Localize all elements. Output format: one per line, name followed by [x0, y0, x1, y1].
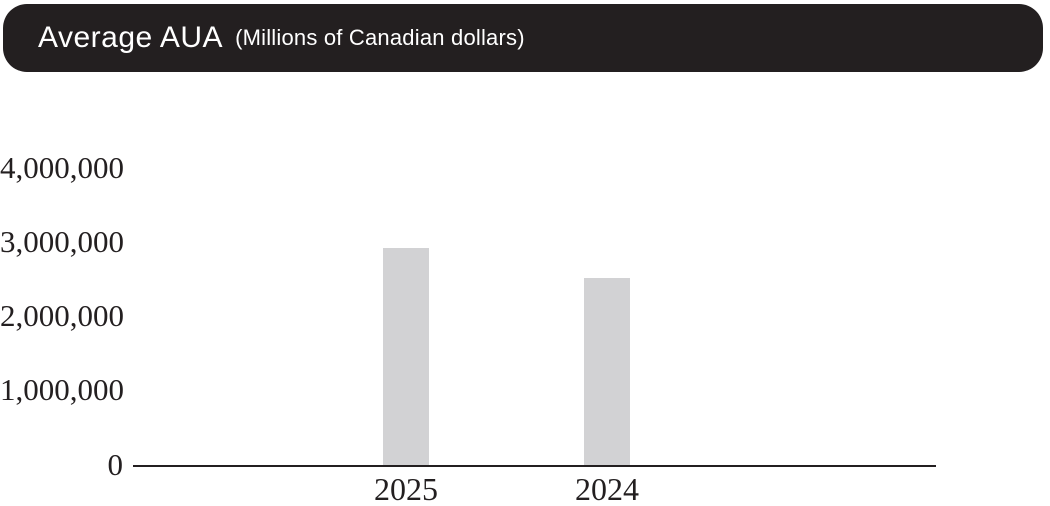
y-tick-label-4000000: 4,000,000 — [0, 150, 124, 185]
bar-2025 — [383, 247, 429, 466]
chart-subtitle: (Millions of Canadian dollars) — [235, 25, 525, 50]
chart-title: Average AUA — [38, 21, 224, 54]
chart-header: Average AUA (Millions of Canadian dollar… — [3, 4, 1043, 72]
y-tick-label-0: 0 — [107, 447, 124, 482]
x-axis-line — [133, 465, 936, 467]
y-tick-label-1000000: 1,000,000 — [0, 372, 124, 407]
x-tick-label-2024: 2024 — [575, 471, 639, 506]
y-tick-label-2000000: 2,000,000 — [0, 298, 124, 333]
x-tick-label-2025: 2025 — [374, 471, 438, 506]
bar-2024 — [584, 278, 630, 466]
y-tick-label-3000000: 3,000,000 — [0, 224, 124, 259]
